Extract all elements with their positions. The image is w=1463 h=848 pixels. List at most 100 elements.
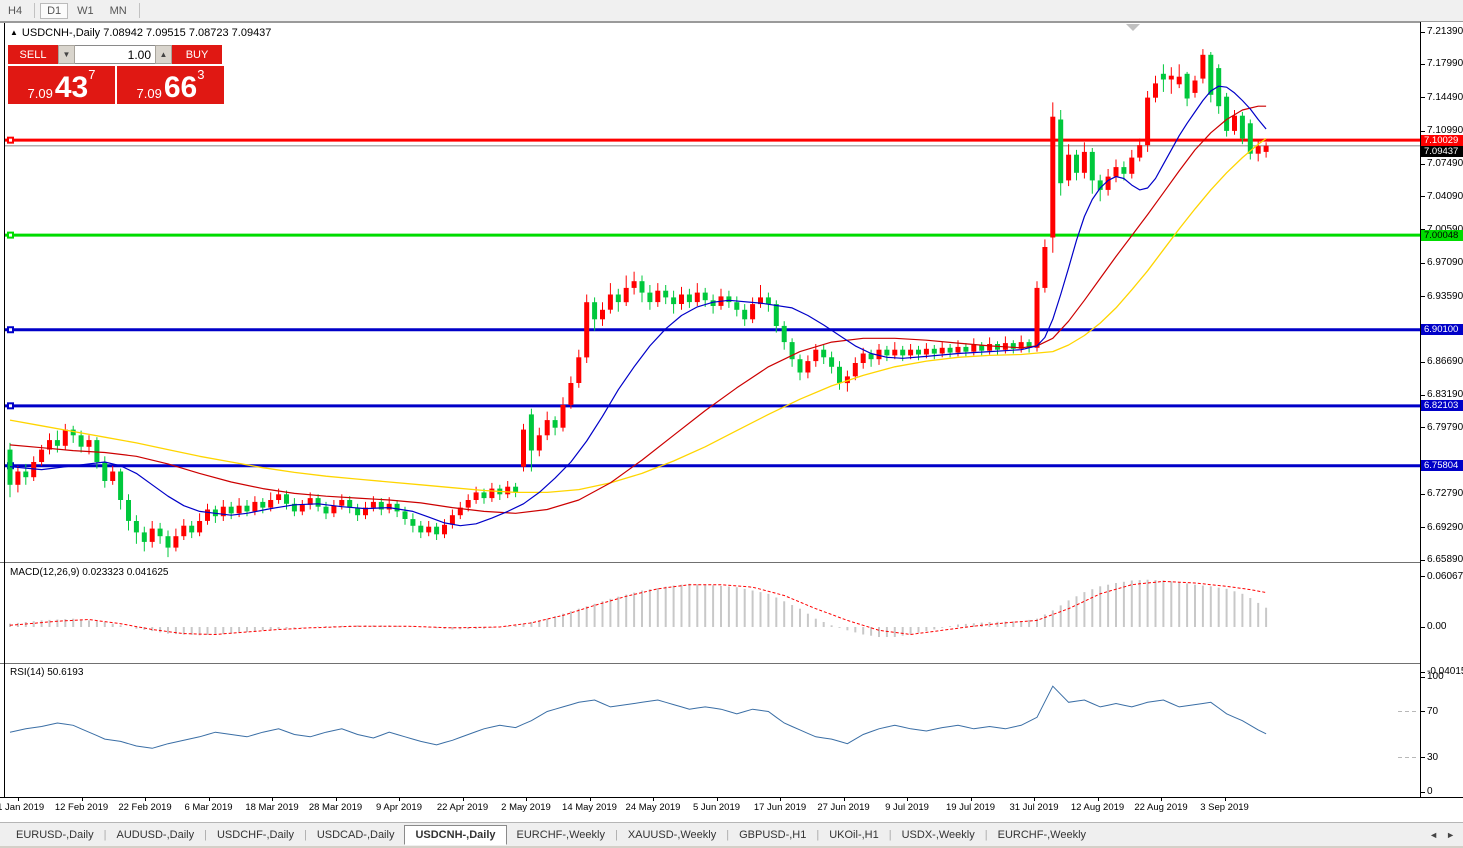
chart-tab-eurchf-weekly[interactable]: EURCHF-,Weekly <box>516 828 605 841</box>
time-tick <box>462 798 464 801</box>
axis-tick-label: 6.65890 <box>1427 554 1463 566</box>
chart-title: ▲ USDCNH-,Daily 7.08942 7.09515 7.08723 7… <box>10 27 271 39</box>
toolbar-separator <box>34 3 36 18</box>
axis-tick <box>1421 262 1425 264</box>
time-tick <box>1161 798 1162 801</box>
tab-separator: | <box>103 828 107 841</box>
macd-label: MACD(12,26,9) 0.023323 0.041625 <box>10 567 169 578</box>
time-axis[interactable]: 31 Jan 2019 12 Feb 2019 22 Feb 2019 6 Mar 2… <box>0 797 1463 822</box>
axis-tick-label: 7.17990 <box>1427 58 1463 70</box>
time-tick <box>1224 798 1226 801</box>
time-label: 19 Jul 2019 <box>945 802 996 813</box>
time-tick <box>716 798 718 801</box>
axis-tick <box>1421 559 1425 561</box>
time-tick <box>335 798 337 801</box>
chart-tab-usdchf-daily[interactable]: USDCHF-,Daily <box>216 828 294 841</box>
collapse-trade-panel-icon[interactable]: ▲ <box>10 28 18 37</box>
axis-tick <box>1421 791 1425 793</box>
axis-tick <box>1421 63 1425 65</box>
time-tick <box>780 798 781 801</box>
current-price-badge: 7.09437 <box>1421 145 1463 157</box>
axis-tick <box>1421 527 1425 529</box>
chart-svg[interactable] <box>0 22 1420 797</box>
sell-button[interactable]: SELL <box>8 45 58 64</box>
chart-tab-eurusd-daily[interactable]: EURUSD-,Daily <box>16 828 94 841</box>
time-label: 12 Aug 2019 <box>1070 802 1125 813</box>
chart-tab-usdx-weekly[interactable]: USDX-,Weekly <box>901 828 975 841</box>
axis-tick-label: 6.79790 <box>1427 421 1463 433</box>
timeframe-button-h4[interactable]: H4 <box>8 4 23 17</box>
axis-tick <box>1421 130 1425 132</box>
hline-price-badge: 7.10029 <box>1421 134 1463 146</box>
buy-price-panel[interactable]: 7.09 66 3 <box>117 66 224 104</box>
buy-button[interactable]: BUY <box>172 45 222 64</box>
axis-tick <box>1421 361 1425 363</box>
one-click-trading-panel: SELL ▼ ▲ BUY 7.09 43 7 7.09 66 3 <box>8 45 224 104</box>
tab-scroll-left-icon[interactable]: ◄ <box>1429 829 1439 840</box>
time-tick <box>208 798 210 801</box>
axis-tick-label: 6.86690 <box>1427 356 1463 368</box>
time-label: 6 Mar 2019 <box>184 802 233 813</box>
time-label: 14 May 2019 <box>562 802 617 813</box>
ma-slow-line <box>9 137 1267 494</box>
tab-separator: | <box>614 828 618 841</box>
time-tick <box>653 798 654 801</box>
axis-tick <box>1421 196 1425 198</box>
sell-price-big: 43 <box>54 71 89 104</box>
axis-tick-label: -0.040152 <box>1427 666 1463 677</box>
rsi-label: RSI(14) 50.6193 <box>10 667 84 678</box>
chart-tab-usdcad-daily[interactable]: USDCAD-,Daily <box>316 828 395 841</box>
chart-tab-ukoil-h1[interactable]: UKOil-,H1 <box>829 828 879 841</box>
axis-tick <box>1421 757 1425 758</box>
axis-tick <box>1421 31 1425 33</box>
hline-price-badge: 6.90100 <box>1421 324 1463 336</box>
tab-scroll-right-icon[interactable]: ► <box>1446 829 1455 840</box>
axis-tick <box>1421 296 1425 298</box>
time-label: 9 Jul 2019 <box>885 802 929 813</box>
time-label: 31 Jul 2019 <box>1009 802 1059 813</box>
price-axis[interactable]: 7.21390 7.17990 7.14490 7.10990 7.07490 7.040… <box>1420 22 1463 797</box>
axis-tick <box>1421 97 1425 99</box>
time-label: 5 Jun 2019 <box>692 802 741 813</box>
axis-tick-label: 6.93590 <box>1427 290 1463 302</box>
ma-mid-line <box>9 105 1267 514</box>
tab-separator: | <box>888 828 892 841</box>
time-tick <box>843 798 845 801</box>
chart-tab-gbpusd-h1[interactable]: GBPUSD-,H1 <box>739 828 807 841</box>
bottom-strip <box>0 846 1463 848</box>
axis-tick <box>1421 493 1425 495</box>
volume-increase-icon[interactable]: ▲ <box>155 45 172 64</box>
time-tick <box>1097 798 1099 801</box>
tab-separator: | <box>204 828 207 841</box>
sell-price-panel[interactable]: 7.09 43 7 <box>8 66 115 104</box>
chart-tab-xauusd-weekly[interactable]: XAUUSD-,Weekly <box>627 828 717 841</box>
axis-tick-label: 0.00 <box>1427 621 1447 632</box>
chart-tab-usdcnh-daily[interactable]: USDCNH-,Daily <box>404 824 507 845</box>
buy-price-prefix: 7.09 <box>136 86 162 101</box>
axis-tick-label: 6.97090 <box>1427 257 1463 269</box>
time-tick <box>907 798 908 801</box>
timeframe-button-w1[interactable]: W1 <box>77 4 94 17</box>
timeframe-button-d1[interactable]: D1 <box>40 2 69 19</box>
volume-input[interactable] <box>75 45 155 64</box>
time-label: 9 Apr 2019 <box>376 802 422 813</box>
time-tick <box>272 798 273 801</box>
chart-canvas[interactable] <box>0 22 1420 797</box>
axis-tick <box>1421 576 1425 578</box>
symbol-ohlc-text: USDCNH-,Daily 7.08942 7.09515 7.08723 7.… <box>21 27 272 39</box>
axis-tick <box>1421 671 1425 673</box>
time-tick <box>145 798 146 801</box>
time-label: 3 Sep 2019 <box>1200 802 1249 813</box>
macd-signal-line <box>9 580 1267 636</box>
buy-price-big: 66 <box>163 71 198 104</box>
axis-tick-label: 7.21390 <box>1427 26 1463 38</box>
timeframe-toolbar: H4 D1 W1 MN <box>0 0 1463 22</box>
timeframe-button-mn[interactable]: MN <box>109 4 127 17</box>
chart-tab-bar: EURUSD-,Daily | AUDUSD-,Daily | USDCHF-,Dail… <box>0 822 1463 846</box>
volume-decrease-icon[interactable]: ▼ <box>58 45 75 64</box>
sell-price-prefix: 7.09 <box>27 86 53 101</box>
chart-tab-eurchf-weekly[interactable]: EURCHF-,Weekly <box>997 828 1087 841</box>
axis-tick-label: 7.07490 <box>1427 158 1463 170</box>
time-label: 27 Jun 2019 <box>817 802 870 813</box>
chart-tab-audusd-daily[interactable]: AUDUSD-,Daily <box>116 828 195 841</box>
